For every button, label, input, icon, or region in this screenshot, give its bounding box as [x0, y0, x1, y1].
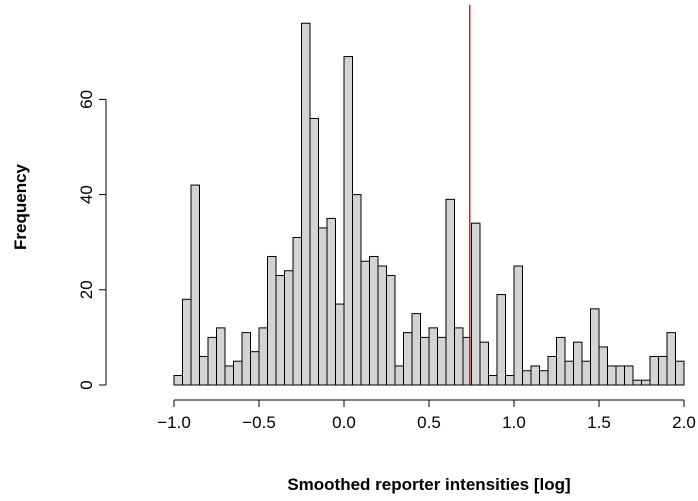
histogram-bar — [318, 227, 328, 386]
histogram-bar — [199, 355, 209, 386]
histogram-bar — [539, 370, 549, 386]
histogram-bar — [241, 332, 251, 386]
histogram-bar — [632, 379, 642, 386]
x-tick-label: 0.5 — [417, 413, 441, 432]
histogram-bar — [224, 365, 234, 386]
histogram-bar — [428, 327, 438, 386]
y-tick-label: 60 — [77, 90, 96, 109]
histogram-bar — [207, 336, 217, 386]
x-tick-label: −0.5 — [242, 413, 276, 432]
histogram-bar — [233, 360, 243, 386]
y-axis-title: Frequency — [11, 163, 30, 250]
histogram-bar — [496, 294, 506, 386]
histogram-bar — [522, 370, 532, 386]
histogram-bar — [352, 194, 362, 386]
histogram-bar — [284, 270, 294, 386]
histogram-bar — [454, 327, 464, 386]
y-tick-label: 40 — [77, 185, 96, 204]
histogram-bar — [360, 260, 370, 386]
histogram-bar — [173, 374, 183, 386]
histogram-bar — [309, 117, 319, 386]
histogram-bar — [607, 365, 617, 386]
histogram-bar — [182, 298, 192, 386]
histogram-bar — [326, 217, 336, 386]
y-axis: 0 20 40 60 — [77, 90, 107, 390]
histogram-bar — [343, 56, 353, 386]
histogram-bar — [471, 222, 481, 386]
histogram-bar — [292, 236, 302, 386]
histogram-bar — [547, 355, 557, 386]
histogram-bar — [581, 360, 591, 386]
y-tick-label: 20 — [77, 280, 96, 299]
histogram-bar — [598, 346, 608, 386]
histogram-bar — [624, 365, 634, 386]
x-tick-label: −1.0 — [157, 413, 191, 432]
histogram-bar — [190, 184, 200, 386]
histogram-bar — [386, 275, 396, 386]
histogram-bar — [394, 365, 404, 386]
histogram-bar — [488, 374, 498, 386]
histogram-bar — [369, 255, 379, 386]
histogram-bar — [411, 313, 421, 386]
histogram-bar — [479, 341, 489, 386]
histogram-bar — [564, 360, 574, 386]
x-axis-title: Smoothed reporter intensities [log] — [287, 475, 570, 494]
x-axis: −1.0 −0.5 0.0 0.5 1.0 1.5 2.0 — [157, 399, 696, 432]
histogram-bar — [530, 365, 540, 386]
y-tick-label: 0 — [77, 380, 96, 389]
histogram-bar — [250, 351, 260, 386]
histogram-bar — [666, 332, 676, 386]
histogram-bar — [615, 365, 625, 386]
histogram-bar — [505, 374, 515, 386]
histogram-bar — [556, 336, 566, 386]
histogram-bar — [590, 308, 600, 386]
x-tick-label: 1.5 — [587, 413, 611, 432]
histogram-bar — [267, 255, 277, 386]
x-tick-label: 0.0 — [332, 413, 356, 432]
x-tick-label: 2.0 — [672, 413, 696, 432]
histogram-bar — [445, 198, 455, 386]
histogram-bar — [513, 265, 523, 386]
histogram-bar — [377, 265, 387, 386]
histogram-bar — [420, 336, 430, 386]
histogram-bars — [173, 22, 685, 386]
histogram-bar — [258, 327, 268, 386]
histogram-bar — [649, 355, 659, 386]
histogram-bar — [573, 341, 583, 386]
histogram-bar — [335, 303, 345, 386]
histogram-bar — [403, 332, 413, 386]
histogram-bar — [216, 327, 226, 386]
histogram-bar — [658, 355, 668, 386]
histogram-bar — [275, 275, 285, 386]
histogram-bar — [301, 22, 311, 386]
histogram-bar — [437, 336, 447, 386]
x-tick-label: 1.0 — [502, 413, 526, 432]
histogram-bar — [675, 360, 685, 386]
histogram-bar — [641, 379, 651, 386]
